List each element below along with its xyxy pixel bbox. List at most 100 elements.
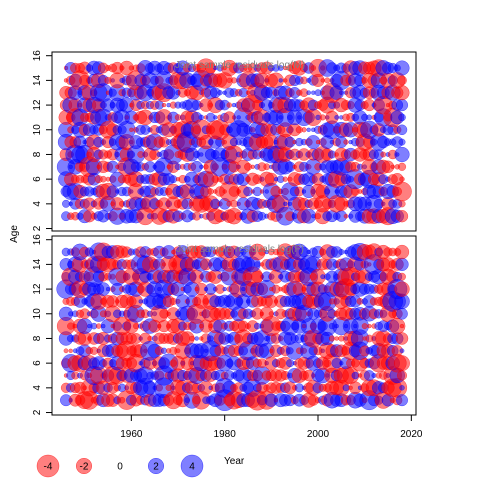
bubble	[394, 244, 410, 260]
bubble	[338, 248, 345, 256]
bubble	[253, 322, 261, 330]
bubble	[390, 164, 395, 169]
bubble	[99, 175, 107, 183]
bubble	[199, 164, 204, 169]
legend-bubble	[147, 457, 165, 475]
bubble	[138, 299, 143, 304]
bubble	[351, 371, 360, 380]
y-tick-label: 2	[32, 409, 43, 415]
y-axis-F: 2 4 6 8 10 12 14 16	[32, 234, 53, 415]
bubble	[338, 90, 344, 96]
legend-title: Year	[224, 456, 245, 467]
bubble	[399, 348, 405, 354]
y-tick-label: 16	[32, 234, 43, 246]
bubble	[395, 332, 409, 345]
bubble	[189, 335, 195, 342]
y-tick-label: 4	[32, 385, 43, 391]
bubble	[132, 323, 140, 330]
bubble	[367, 323, 372, 329]
bubble	[311, 214, 316, 219]
panel-M: Joint sample residuals log(M) 2 4 6 8 10 12 14…	[32, 50, 417, 232]
bubble	[394, 281, 410, 297]
bubble	[306, 90, 312, 96]
bubble	[147, 335, 153, 342]
y-tick-label: 12	[32, 283, 43, 295]
bubble	[160, 347, 168, 354]
bubble	[398, 200, 406, 208]
bubble	[95, 323, 102, 329]
bubble	[226, 102, 233, 108]
y-tick-label: 12	[32, 99, 43, 111]
x-tick-label: 1960	[120, 429, 143, 440]
bubble	[394, 355, 410, 372]
bubble	[361, 323, 368, 330]
bubble	[397, 162, 407, 171]
y-tick-label: 16	[32, 50, 43, 62]
bubble	[398, 272, 406, 281]
bubble	[394, 85, 410, 101]
bubble	[396, 394, 408, 407]
y-tick-label: 6	[32, 360, 43, 366]
x-tick-label: 2020	[400, 429, 423, 440]
bubble-layer-F	[56, 242, 410, 412]
bubble	[396, 307, 408, 320]
bubble	[394, 60, 410, 76]
bubble	[399, 323, 405, 329]
panel-title-M: Joint sample residuals log(M)	[175, 60, 305, 71]
bubble	[63, 348, 69, 354]
bubble	[198, 114, 205, 121]
legend-label: 0	[117, 462, 123, 473]
legend-bubble	[36, 454, 60, 478]
bubble	[395, 99, 409, 112]
bubble	[301, 127, 307, 133]
y-tick-label: 8	[32, 335, 43, 341]
bubble	[207, 188, 214, 195]
bubble	[396, 370, 408, 381]
y-tick-label: 14	[32, 74, 43, 86]
bubble	[396, 124, 408, 136]
bubble	[263, 163, 271, 171]
bubble	[397, 75, 407, 86]
bubble	[194, 336, 199, 341]
bubble	[250, 164, 255, 169]
y-tick-label: 6	[32, 176, 43, 182]
bubble	[343, 139, 349, 145]
bubble	[87, 323, 92, 329]
bubble	[320, 78, 325, 83]
legend-label: -4	[44, 462, 53, 473]
bubble	[324, 77, 331, 84]
bubble	[161, 102, 167, 108]
bubble	[343, 213, 349, 219]
bubble	[399, 176, 405, 182]
bubble	[395, 210, 409, 223]
legend-label: 2	[153, 462, 159, 473]
bubble	[398, 113, 406, 122]
bubble	[342, 384, 350, 392]
bubble	[319, 114, 326, 121]
legend-bubble	[180, 454, 204, 478]
bubble	[395, 257, 409, 272]
bubble	[306, 127, 311, 132]
bubble	[282, 176, 288, 182]
legend: -4 -2 0 2 4 Year	[36, 454, 245, 478]
y-tick-label: 8	[32, 151, 43, 157]
bubble-layer-M	[56, 58, 412, 226]
y-tick-label: 14	[32, 258, 43, 270]
bubble	[217, 90, 223, 96]
y-tick-label: 4	[32, 201, 43, 207]
bubble	[392, 181, 412, 202]
x-tick-label: 2000	[307, 429, 330, 440]
bubble	[366, 114, 373, 121]
bubble	[283, 201, 288, 206]
y-tick-label: 10	[32, 308, 43, 320]
bubble	[213, 115, 218, 120]
y-axis-label: Age	[9, 225, 20, 243]
bubble	[230, 77, 238, 84]
y-tick-label: 2	[32, 225, 43, 231]
bubble	[278, 78, 283, 83]
legend-label: 4	[189, 462, 195, 473]
bubble	[328, 335, 336, 342]
bubble	[380, 151, 387, 158]
bubble	[334, 336, 339, 341]
